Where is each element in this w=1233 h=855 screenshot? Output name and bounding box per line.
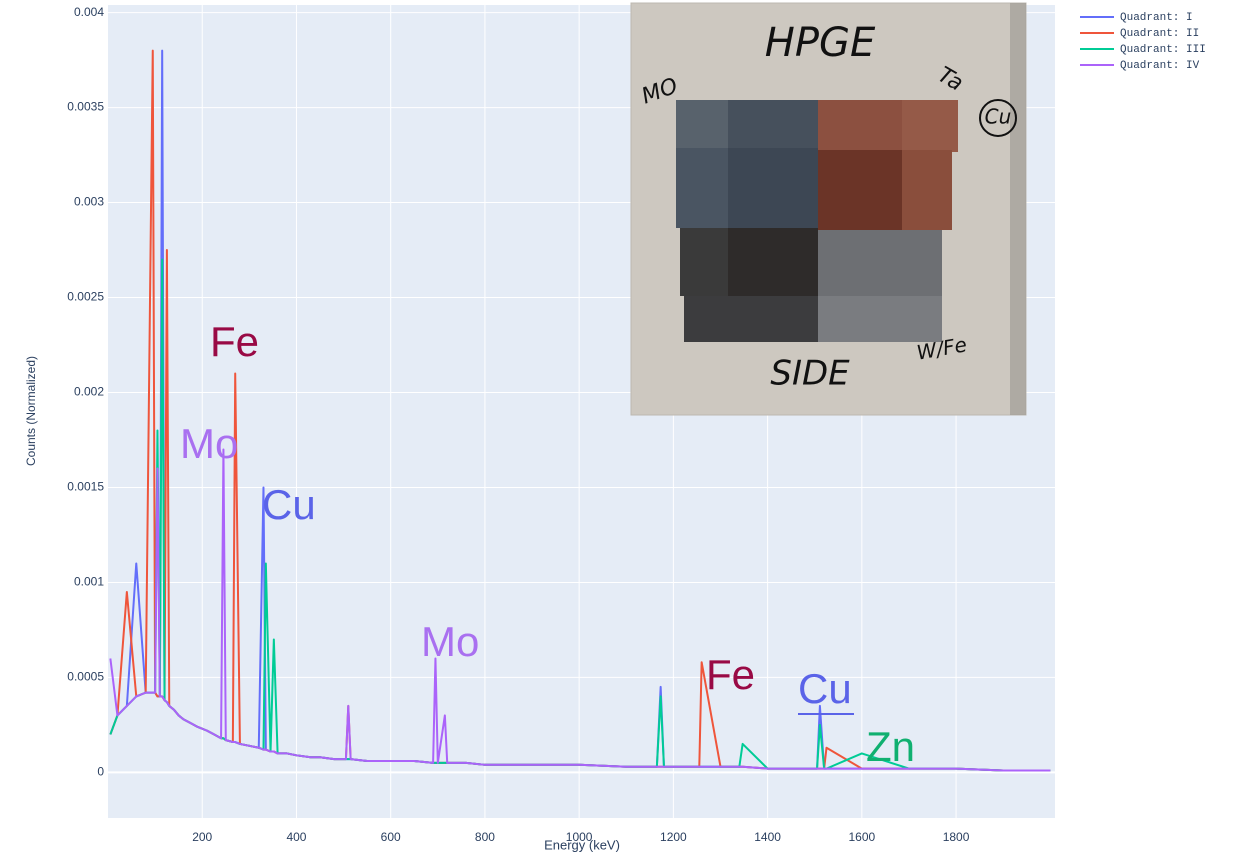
y-tick-label: 0.0025 bbox=[67, 290, 104, 304]
x-tick-label: 1000 bbox=[566, 830, 593, 844]
photo-tile bbox=[728, 148, 818, 228]
y-axis-title: Counts (Normalized) bbox=[24, 356, 38, 466]
y-tick-label: 0.004 bbox=[74, 5, 104, 19]
annotation: Cu bbox=[798, 665, 852, 712]
x-tick-label: 1600 bbox=[848, 830, 875, 844]
annotation: Cu bbox=[262, 481, 316, 528]
y-tick-label: 0.0005 bbox=[67, 670, 104, 684]
annotation: Fe bbox=[706, 651, 755, 698]
x-tick-label: 600 bbox=[381, 830, 401, 844]
photo-tile bbox=[680, 228, 728, 296]
photo-tile bbox=[818, 100, 902, 152]
photo-tile bbox=[684, 296, 818, 342]
photo-tile bbox=[728, 100, 818, 150]
y-tick-label: 0.002 bbox=[74, 385, 104, 399]
x-axis-title: Energy (keV) bbox=[544, 837, 620, 852]
y-tick-label: 0.0015 bbox=[67, 480, 104, 494]
photo-tile bbox=[818, 150, 902, 230]
photo-tile bbox=[728, 228, 818, 296]
photo-mark bbox=[979, 99, 1017, 137]
x-tick-label: 400 bbox=[286, 830, 306, 844]
y-tick-label: 0.0035 bbox=[67, 100, 104, 114]
y-tick-label: 0.003 bbox=[74, 195, 104, 209]
photo-label: HPGE bbox=[765, 20, 876, 66]
photo-tile bbox=[818, 296, 942, 342]
y-tick-label: 0.001 bbox=[74, 575, 104, 589]
annotation: Mo bbox=[421, 618, 479, 665]
photo-tile bbox=[676, 148, 728, 228]
x-tick-label: 1400 bbox=[754, 830, 781, 844]
legend-label: Quadrant: III bbox=[1120, 44, 1206, 56]
x-tick-label: 200 bbox=[192, 830, 212, 844]
photo-label: SIDE bbox=[770, 354, 850, 394]
legend-label: Quadrant: II bbox=[1120, 28, 1199, 40]
legend-label: Quadrant: I bbox=[1120, 12, 1193, 24]
annotation: Fe bbox=[210, 318, 259, 365]
series-line bbox=[109, 448, 1051, 772]
x-tick-label: 800 bbox=[475, 830, 495, 844]
annotation: Mo bbox=[180, 420, 238, 467]
photo-label: Cu bbox=[985, 105, 1012, 129]
annotation: Zn bbox=[866, 723, 915, 770]
y-tick-label: 0 bbox=[97, 765, 104, 779]
photo-tile bbox=[902, 150, 952, 230]
x-tick-label: 1800 bbox=[943, 830, 970, 844]
x-tick-label: 1200 bbox=[660, 830, 687, 844]
legend-label: Quadrant: IV bbox=[1120, 60, 1200, 72]
photo-tile bbox=[818, 230, 942, 296]
photo-tile bbox=[902, 100, 958, 152]
